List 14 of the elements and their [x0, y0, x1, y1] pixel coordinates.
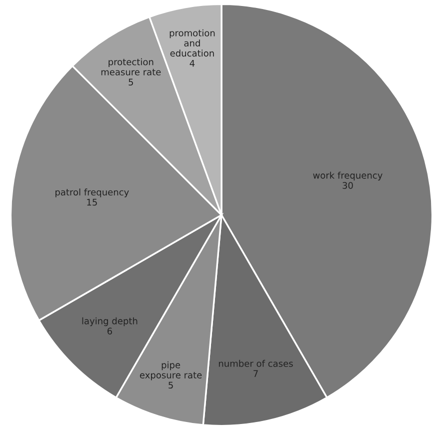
slice-label: promotion and education: [170, 29, 215, 57]
slice-label: laying depth: [82, 317, 138, 326]
data-label: 30: [342, 182, 353, 189]
slice-label: pipe exposure rate: [140, 361, 202, 380]
data-label: 5: [128, 78, 133, 86]
slice-label: patrol frequency: [56, 188, 129, 198]
slice-label: work frequency: [313, 172, 382, 180]
slice-label: number of cases: [218, 360, 293, 367]
data-label: 6: [107, 328, 112, 334]
data-label: 5: [168, 382, 173, 389]
slice-label: protection measure rate: [101, 58, 161, 76]
data-label: 4: [190, 60, 195, 67]
data-label: 15: [87, 198, 97, 206]
data-label: 7: [254, 370, 258, 377]
